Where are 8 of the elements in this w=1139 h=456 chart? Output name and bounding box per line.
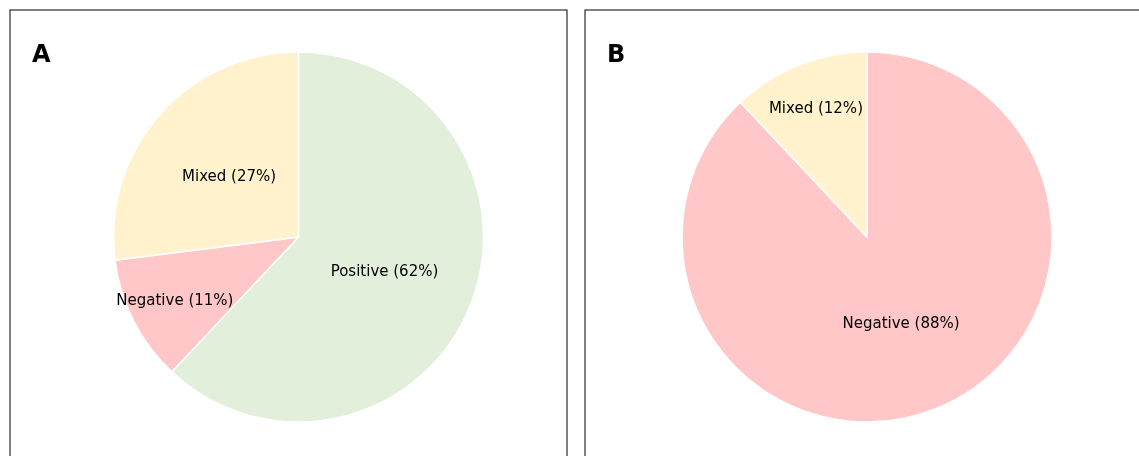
- slice-label: Positive (62%): [330, 262, 439, 281]
- slice-label: Negative (11%): [116, 290, 234, 309]
- pie-slice: [681, 51, 1053, 423]
- slice-label: Mixed (27%): [182, 166, 277, 185]
- slice-label: Negative (88%): [842, 314, 960, 332]
- chart-title: A: [32, 40, 51, 68]
- slice-label: Mixed (12%): [768, 98, 863, 117]
- chart-title: B: [607, 40, 626, 68]
